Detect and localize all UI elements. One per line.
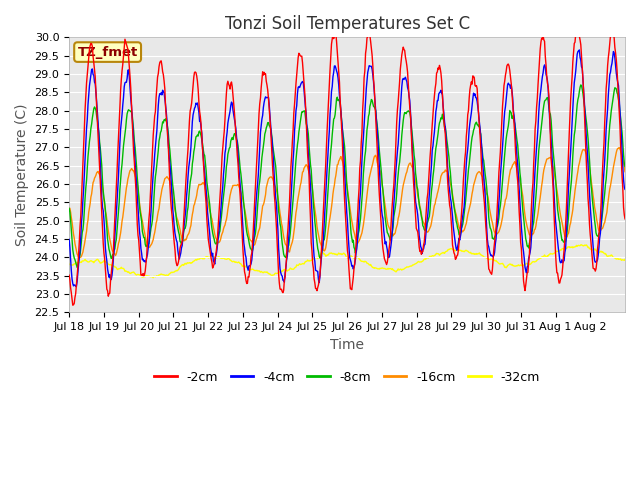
- Legend: -2cm, -4cm, -8cm, -16cm, -32cm: -2cm, -4cm, -8cm, -16cm, -32cm: [149, 366, 545, 389]
- Title: Tonzi Soil Temperatures Set C: Tonzi Soil Temperatures Set C: [225, 15, 470, 33]
- X-axis label: Time: Time: [330, 337, 364, 352]
- Text: TZ_fmet: TZ_fmet: [77, 46, 138, 59]
- Y-axis label: Soil Temperature (C): Soil Temperature (C): [15, 104, 29, 246]
